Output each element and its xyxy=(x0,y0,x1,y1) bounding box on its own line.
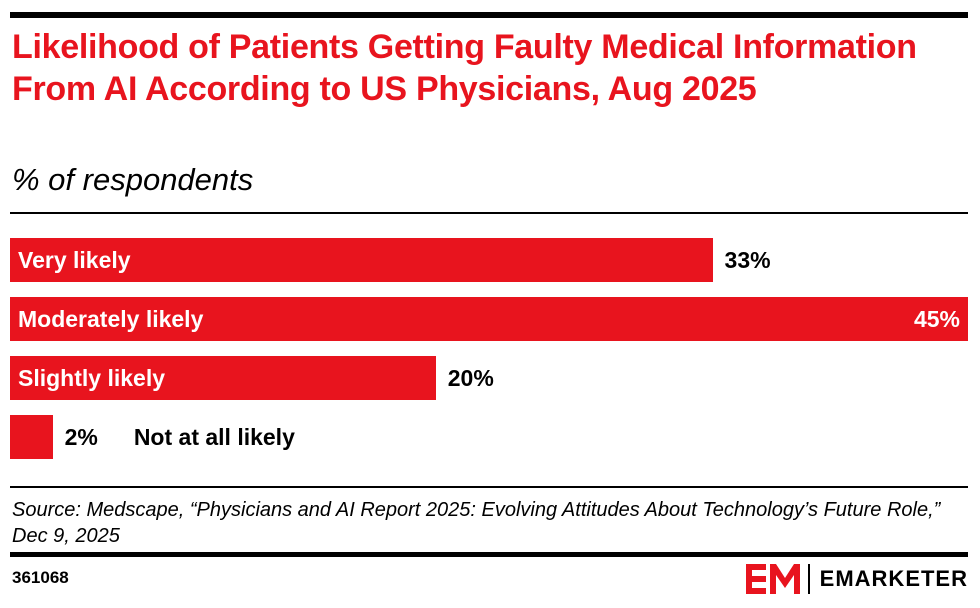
brand-logo: EMARKETER xyxy=(745,563,968,595)
header-divider xyxy=(10,212,968,214)
chart-subtitle: % of respondents xyxy=(12,162,254,197)
bottom-rule xyxy=(10,552,968,557)
bar xyxy=(10,356,436,400)
source-note: Source: Medscape, “Physicians and AI Rep… xyxy=(12,499,941,547)
chart-id: 361068 xyxy=(12,568,69,587)
bar xyxy=(10,238,713,282)
value-label: 33% xyxy=(724,247,771,273)
bar-label: Not at all likely xyxy=(133,424,295,450)
bar xyxy=(10,297,968,341)
em-logo-icon xyxy=(745,564,800,594)
value-label: 45% xyxy=(913,306,960,332)
brand-name: EMARKETER xyxy=(819,566,968,591)
bar-label: Very likely xyxy=(18,247,131,273)
value-label: 20% xyxy=(447,365,494,391)
bar-label: Moderately likely xyxy=(18,306,204,332)
bar-chart: Very likely 33% Moderately likely 45% Slight… xyxy=(0,230,980,470)
top-rule xyxy=(10,12,968,18)
bar-label: Slightly likely xyxy=(18,365,165,391)
chart-title: Likelihood of Patients Getting Faulty Me… xyxy=(12,28,917,108)
bar xyxy=(10,415,53,459)
value-label: 2% xyxy=(64,424,98,450)
source-divider xyxy=(10,486,968,488)
brand-separator xyxy=(807,564,810,594)
